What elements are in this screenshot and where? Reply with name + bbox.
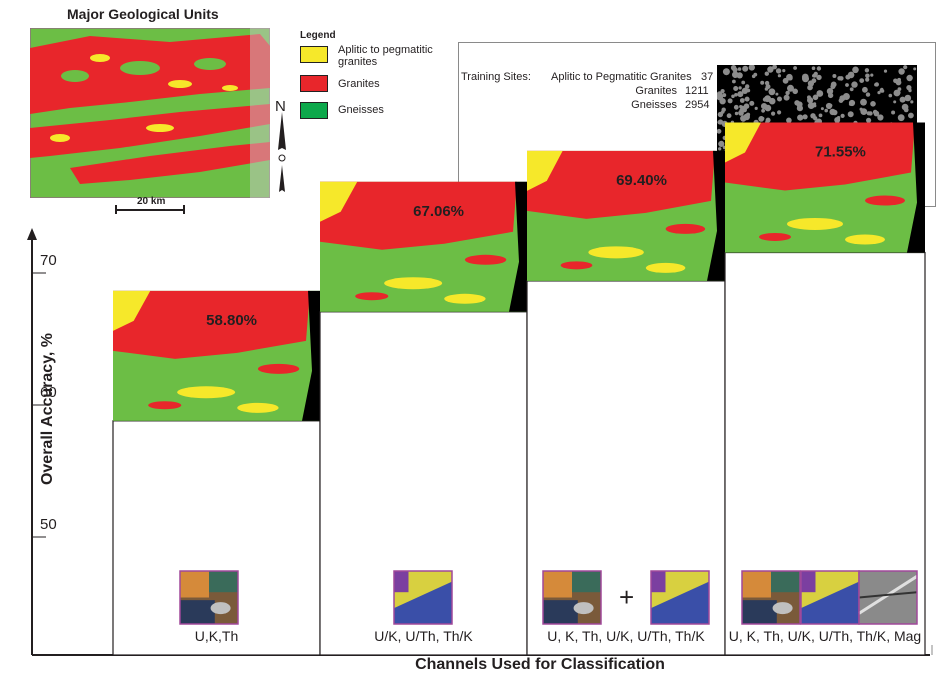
value-label-1: 58.80%: [206, 312, 257, 329]
channel-thumbnail-4-3: [858, 570, 918, 625]
legend-label-granites: Granites: [338, 78, 380, 90]
map-title: Major Geological Units: [67, 6, 219, 22]
scale-bar: [115, 205, 185, 214]
legend-label-aplitic: Aplitic to pegmatitic granites: [338, 44, 433, 68]
value-label-2: 67.06%: [413, 203, 464, 220]
y-axis-arrow-icon: [27, 228, 37, 240]
category-label-2: U/K, U/Th, Th/K: [374, 628, 473, 644]
training-label-gneisses: Gneisses: [631, 99, 677, 111]
channel-thumbnail-4-2: [800, 570, 860, 625]
channel-thumbnail-3-2: [650, 570, 710, 625]
training-count-granites: 1211: [685, 85, 709, 97]
classification-map-4: [725, 122, 925, 253]
legend-swatch-aplitic: [300, 46, 328, 63]
legend-swatch-granites: [300, 75, 328, 92]
scale-label: 20 km: [137, 196, 166, 207]
training-count-aplitic: 37: [701, 71, 714, 83]
geological-map: [30, 28, 270, 198]
training-count-gneisses: 2954: [685, 99, 710, 111]
north-label: N: [275, 98, 286, 115]
legend-label-gneisses: Gneisses: [338, 104, 384, 116]
y-axis-title: Overall Accuracy, %: [39, 332, 56, 486]
north-arrow-icon: [278, 112, 286, 192]
classification-map-1: [113, 290, 320, 421]
legend-title: Legend: [300, 30, 336, 41]
training-title: Training Sites:: [461, 71, 531, 83]
channel-thumbnail-2-1: [393, 570, 453, 625]
plus-sign: +: [619, 582, 635, 612]
channel-thumbnail-3-1: [542, 570, 602, 625]
y-tick-label-60: 60: [40, 384, 57, 401]
x-axis-title: Channels Used for Classification: [415, 656, 665, 673]
category-label-3: U, K, Th, U/K, U/Th, Th/K: [547, 628, 705, 644]
classification-map-2: [320, 181, 527, 312]
training-label-aplitic: Aplitic to Pegmatitic Granites: [551, 71, 692, 83]
y-tick-label-50: 50: [40, 516, 57, 533]
classification-map-3: [527, 150, 725, 281]
channel-thumbnail-1-1: [179, 570, 239, 625]
value-label-3: 69.40%: [616, 172, 667, 189]
value-label-4: 71.55%: [815, 144, 866, 161]
category-label-4: U, K, Th, U/K, U/Th, Th/K, Mag: [729, 628, 921, 644]
category-label-1: U,K,Th: [195, 628, 239, 644]
channel-thumbnail-4-1: [741, 570, 801, 625]
y-tick-label-70: 70: [40, 252, 57, 269]
legend-swatch-gneisses: [300, 102, 328, 119]
training-label-granites: Granites: [635, 85, 677, 97]
